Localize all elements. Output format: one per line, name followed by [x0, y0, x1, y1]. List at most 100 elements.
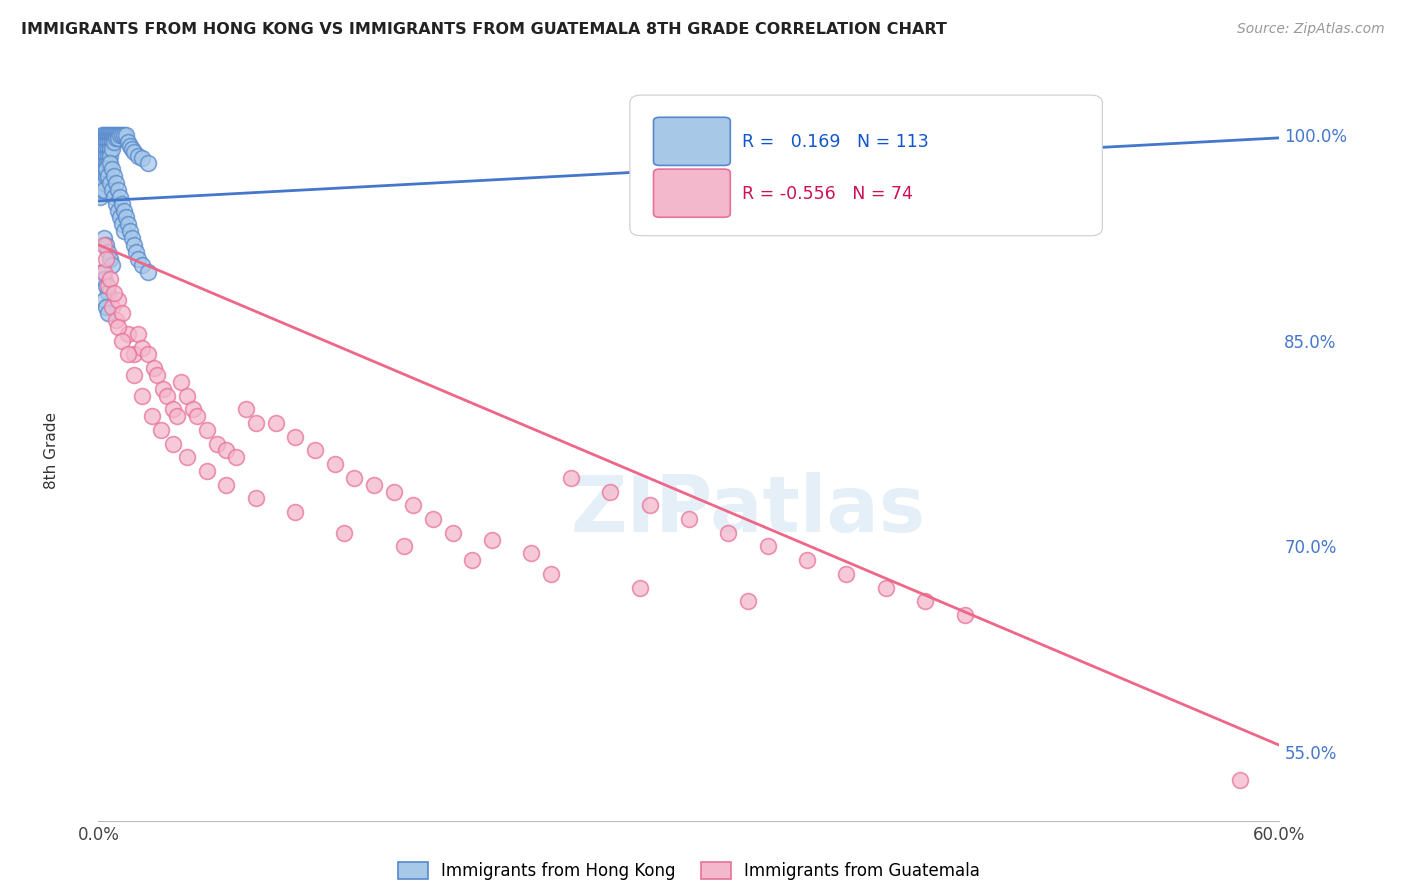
Point — [98, 155, 121, 169]
Point — [93, 293, 115, 307]
Point — [101, 162, 124, 177]
Point — [540, 566, 562, 581]
Point — [111, 306, 134, 320]
Point — [93, 162, 115, 177]
Point — [96, 135, 118, 149]
Point — [146, 368, 169, 382]
Point — [422, 512, 444, 526]
Point — [115, 128, 138, 142]
Point — [107, 293, 129, 307]
Point — [225, 450, 247, 465]
Point — [103, 285, 125, 300]
Point — [96, 162, 118, 177]
Point — [91, 155, 114, 169]
Point — [142, 361, 165, 376]
Point — [97, 285, 120, 300]
Point — [93, 231, 115, 245]
Point — [166, 409, 188, 424]
Point — [96, 128, 118, 142]
Point — [98, 176, 121, 190]
Point — [127, 252, 149, 266]
Point — [98, 272, 121, 286]
Text: IMMIGRANTS FROM HONG KONG VS IMMIGRANTS FROM GUATEMALA 8TH GRADE CORRELATION CHA: IMMIGRANTS FROM HONG KONG VS IMMIGRANTS … — [21, 22, 948, 37]
Point — [343, 471, 366, 485]
Legend: Immigrants from Hong Kong, Immigrants from Guatemala: Immigrants from Hong Kong, Immigrants fr… — [391, 855, 987, 887]
Point — [103, 135, 125, 149]
Point — [91, 149, 114, 163]
Point — [121, 142, 143, 156]
Point — [91, 183, 114, 197]
Point — [97, 149, 120, 163]
Point — [96, 237, 118, 252]
Point — [96, 252, 118, 266]
Point — [97, 169, 120, 184]
Point — [717, 525, 740, 540]
Point — [112, 128, 135, 142]
Point — [96, 279, 118, 293]
Point — [103, 190, 125, 204]
Point — [105, 313, 128, 327]
Point — [235, 402, 257, 417]
Point — [91, 169, 114, 184]
Point — [97, 128, 120, 142]
Point — [93, 135, 115, 149]
Point — [101, 142, 124, 156]
Text: Source: ZipAtlas.com: Source: ZipAtlas.com — [1237, 22, 1385, 37]
Point — [181, 402, 204, 417]
Point — [89, 176, 111, 190]
Point — [136, 347, 159, 361]
Point — [105, 128, 128, 142]
Point — [131, 259, 153, 273]
Point — [101, 259, 124, 273]
Point — [117, 347, 139, 361]
Point — [245, 416, 267, 430]
Point — [215, 477, 238, 491]
Point — [107, 128, 129, 142]
Point — [560, 471, 582, 485]
Point — [152, 382, 174, 396]
Point — [96, 142, 118, 156]
Point — [96, 162, 118, 177]
Point — [737, 594, 759, 608]
Point — [112, 203, 135, 218]
Point — [628, 581, 651, 595]
Point — [638, 498, 661, 512]
Point — [101, 135, 124, 149]
Point — [103, 131, 125, 145]
Point — [215, 443, 238, 458]
Point — [392, 540, 415, 554]
Point — [111, 334, 134, 348]
Point — [96, 169, 118, 184]
Point — [103, 169, 125, 184]
Point — [101, 183, 124, 197]
Point — [93, 128, 115, 142]
Point — [101, 128, 124, 142]
Point — [520, 546, 543, 560]
Point — [89, 190, 111, 204]
Point — [107, 183, 129, 197]
Point — [93, 142, 115, 156]
Point — [441, 525, 464, 540]
Point — [122, 145, 145, 159]
Point — [125, 244, 148, 259]
Point — [121, 231, 143, 245]
Point — [108, 128, 131, 142]
Point — [108, 190, 131, 204]
FancyBboxPatch shape — [654, 169, 730, 218]
Point — [91, 162, 114, 177]
Point — [131, 341, 153, 355]
Point — [599, 484, 621, 499]
Point — [96, 300, 118, 314]
Point — [136, 155, 159, 169]
Point — [97, 135, 120, 149]
Point — [176, 389, 198, 403]
Point — [93, 149, 115, 163]
Point — [98, 131, 121, 145]
Point — [481, 533, 503, 547]
Point — [108, 211, 131, 225]
Point — [117, 135, 139, 149]
Point — [89, 155, 111, 169]
Point — [98, 149, 121, 163]
Point — [162, 402, 184, 417]
Point — [111, 217, 134, 231]
